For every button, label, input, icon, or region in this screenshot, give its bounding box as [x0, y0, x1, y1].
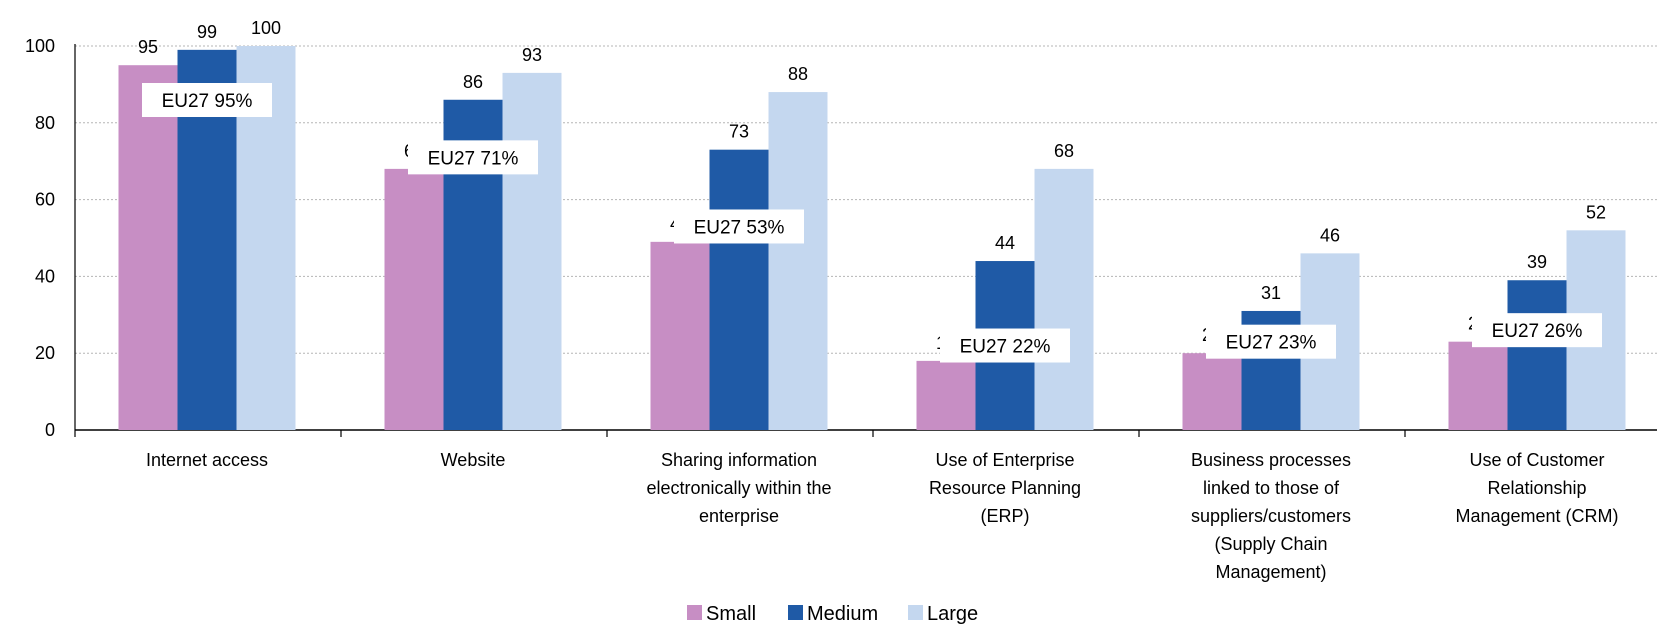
data-label: 99: [197, 22, 217, 42]
eu27-label: EU27 53%: [694, 217, 785, 238]
eu27-box: [674, 209, 804, 244]
eu27-label: EU27 23%: [1226, 333, 1317, 354]
eu27-box: [1472, 313, 1602, 348]
axes: 0 20 40 60 80 100: [25, 36, 1657, 440]
legend-label: Medium: [807, 603, 878, 625]
category-label-line: Relationship: [1487, 478, 1586, 498]
bar-small: [1448, 341, 1508, 430]
data-label: 52: [1586, 202, 1606, 222]
data-label: 93: [522, 45, 542, 65]
legend-item-medium: Medium: [788, 603, 878, 625]
category-label-line: Sharing information: [661, 450, 817, 470]
eu27-annotation: EU27 23%: [1206, 324, 1336, 359]
y-tick-label: 20: [35, 343, 55, 363]
eu27-label: EU27 95%: [162, 91, 253, 112]
category-label-line: (Supply Chain: [1214, 534, 1327, 554]
legend-item-large: Large: [908, 603, 978, 625]
legend: Small Medium Large: [687, 603, 978, 625]
y-tick-label: 60: [35, 190, 55, 210]
y-tick-label: 40: [35, 266, 55, 286]
legend-swatch: [788, 605, 803, 620]
legend-label: Large: [927, 603, 978, 625]
data-label: 88: [788, 64, 808, 84]
bar-small: [916, 360, 976, 430]
gridlines: [75, 45, 1657, 354]
legend-label: Small: [706, 603, 756, 625]
eu27-annotation: EU27 95%: [142, 83, 272, 117]
eu27-annotation: EU27 22%: [940, 328, 1070, 363]
category-label-line: Management (CRM): [1455, 506, 1618, 526]
bars: [118, 46, 1626, 431]
eu27-annotation: EU27 71%: [408, 140, 538, 175]
bar-small: [650, 241, 710, 430]
category-label-line: Website: [441, 450, 506, 470]
category-labels: Internet access Website Sharing informatio…: [146, 450, 1619, 582]
eu27-box: [940, 328, 1070, 363]
category-label: Use of Enterprise Resource Planning (ERP): [929, 450, 1081, 526]
category-label: Sharing information electronically within…: [646, 450, 831, 526]
category-label-line: linked to those of: [1203, 478, 1340, 498]
legend-swatch: [908, 605, 923, 620]
data-label: 31: [1261, 283, 1281, 303]
y-tick-label: 0: [45, 420, 55, 440]
data-label: 86: [463, 72, 483, 92]
bar-small: [384, 168, 444, 430]
category-label: Internet access: [146, 450, 268, 470]
bar-large: [768, 92, 828, 430]
eu27-box: [142, 83, 272, 117]
category-label: Business processes linked to those of supp…: [1191, 450, 1351, 582]
data-label: 68: [1054, 141, 1074, 161]
bar-large: [1034, 168, 1094, 430]
eu27-label: EU27 71%: [428, 148, 519, 169]
y-tick-label: 80: [35, 113, 55, 133]
data-label: 44: [995, 233, 1015, 253]
data-label: 46: [1320, 225, 1340, 245]
eu27-box: [408, 140, 538, 175]
category-label-line: Management): [1215, 562, 1326, 582]
data-labels: 9568491820239986734431391009388684652: [138, 18, 1606, 353]
category-label-line: Use of Enterprise: [935, 450, 1074, 470]
eu27-label: EU27 22%: [960, 337, 1051, 358]
y-tick-label: 100: [25, 36, 55, 56]
category-label-line: (ERP): [981, 506, 1030, 526]
data-label: 95: [138, 37, 158, 57]
category-label-line: Business processes: [1191, 450, 1351, 470]
legend-item-small: Small: [687, 603, 756, 625]
category-label: Use of Customer Relationship Management (C…: [1455, 450, 1618, 526]
eu27-annotation: EU27 53%: [674, 209, 804, 244]
eu27-annotations: EU27 95% EU27 71% EU27 53% EU27 22% EU27 23%…: [142, 83, 1602, 363]
eu27-annotation: EU27 26%: [1472, 313, 1602, 348]
category-label-line: electronically within the: [646, 478, 831, 498]
category-label-line: Internet access: [146, 450, 268, 470]
bar-small: [1182, 353, 1242, 430]
legend-swatch: [687, 605, 702, 620]
eu27-box: [1206, 324, 1336, 359]
category-label: Website: [441, 450, 506, 470]
data-label: 100: [251, 18, 281, 38]
eu27-label: EU27 26%: [1492, 321, 1583, 342]
category-label-line: Resource Planning: [929, 478, 1081, 498]
bar-large: [502, 72, 562, 430]
bar-small: [118, 65, 178, 430]
data-label: 39: [1527, 252, 1547, 272]
data-label: 73: [729, 122, 749, 142]
category-label-line: Use of Customer: [1469, 450, 1604, 470]
category-label-line: suppliers/customers: [1191, 506, 1351, 526]
bar-medium: [709, 149, 769, 430]
bar-medium: [1507, 280, 1567, 430]
category-label-line: enterprise: [699, 506, 779, 526]
